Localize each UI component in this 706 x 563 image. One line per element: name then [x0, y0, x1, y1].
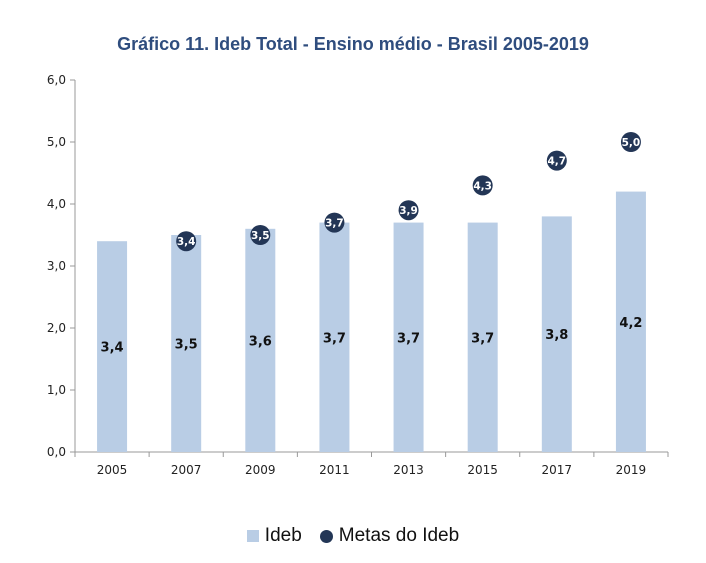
y-tick-label: 5,0: [47, 135, 66, 149]
target-value-label: 3,4: [177, 236, 196, 248]
ideb-bar: [171, 235, 202, 452]
target-marker: [472, 175, 493, 196]
target-value-label: 3,9: [399, 205, 418, 217]
y-tick-label: 1,0: [47, 383, 66, 397]
ideb-value-label: 3,7: [471, 331, 494, 346]
target-value-label: 4,7: [548, 156, 567, 168]
x-tick-label: 2005: [97, 463, 128, 477]
ideb-value-label: 3,7: [397, 331, 420, 346]
y-tick-label: 6,0: [47, 73, 66, 87]
target-marker: [546, 150, 567, 171]
target-value-label: 3,5: [251, 230, 270, 242]
ideb-value-label: 3,4: [101, 341, 124, 356]
target-value-label: 4,3: [473, 180, 492, 192]
ideb-bar: [541, 216, 572, 452]
target-marker: [324, 212, 345, 233]
y-tick-label: 2,0: [47, 321, 66, 335]
target-marker: [176, 231, 197, 252]
legend-label-ideb: Ideb: [264, 525, 302, 546]
target-value-label: 5,0: [622, 137, 641, 149]
x-tick-label: 2013: [393, 463, 424, 477]
legend-label-metas: Metas do Ideb: [338, 525, 460, 546]
target-marker: [398, 200, 419, 221]
x-tick-label: 2007: [171, 463, 202, 477]
target-value-label: 3,7: [325, 218, 344, 230]
x-tick-label: 2019: [616, 463, 647, 477]
x-axis: 2005 2007 2009 2011 2013 2015 2017 2019: [74, 451, 669, 477]
legend-item-ideb: Ideb: [246, 525, 302, 547]
x-tick-label: 2011: [319, 463, 350, 477]
target-marker: [250, 225, 271, 245]
x-tick-label: 2009: [245, 463, 276, 477]
y-axis: 0,0 1,0 2,0 3,0 4,0 5,0 6,0: [47, 73, 76, 459]
x-tick-label: 2017: [542, 463, 573, 477]
ideb-bar: [615, 191, 646, 452]
ideb-value-label: 3,6: [249, 334, 272, 349]
y-tick-label: 3,0: [47, 259, 66, 273]
ideb-bar: [319, 222, 350, 452]
target-marker: [620, 132, 641, 152]
ideb-bar: [245, 228, 276, 452]
ideb-bar: [97, 241, 128, 452]
ideb-value-label: 4,2: [619, 316, 642, 331]
legend-dot-swatch: [319, 529, 333, 543]
ideb-value-label: 3,8: [545, 328, 568, 343]
legend-bar-swatch: [246, 530, 259, 542]
legend-item-metas: Metas do Ideb: [319, 525, 460, 547]
x-tick-label: 2015: [467, 463, 498, 477]
ideb-bar: [467, 222, 498, 452]
y-tick-label: 0,0: [47, 445, 66, 459]
ideb-value-labels: 3,4 3,5 3,6 3,7 3,7 3,7 3,8 4,2: [101, 316, 643, 356]
chart-title: Gráfico 11. Ideb Total - Ensino médio - …: [117, 34, 589, 54]
ideb-value-label: 3,7: [323, 331, 346, 346]
ideb-bars: [97, 191, 646, 452]
target-markers: 3,4 3,5 3,7 3,9 4,3 4,7 5,0: [176, 132, 641, 252]
y-tick-label: 4,0: [47, 197, 66, 211]
ideb-value-label: 3,5: [175, 338, 198, 353]
legend: Ideb Metas do Ideb: [0, 525, 706, 547]
ideb-bar: [393, 222, 424, 452]
